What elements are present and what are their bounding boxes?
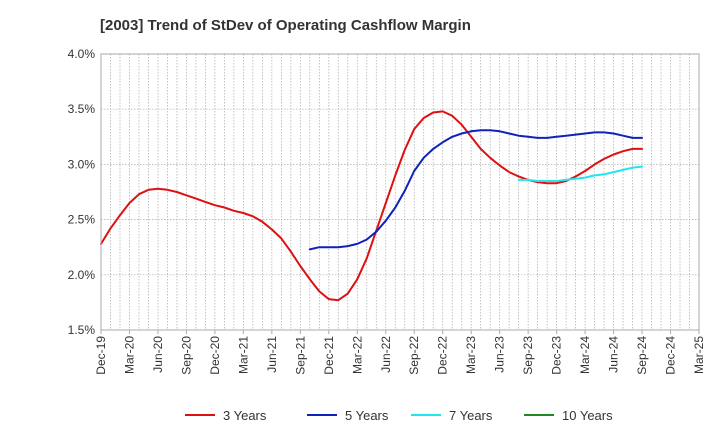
x-tick-label: Mar-25 xyxy=(692,336,706,374)
series-line-3-years xyxy=(100,110,643,302)
x-tick-label: Jun-23 xyxy=(493,336,507,373)
x-tick-label: Dec-22 xyxy=(436,336,450,375)
x-tick-label: Jun-22 xyxy=(379,336,393,373)
plot-lines xyxy=(100,110,643,302)
y-axis: 1.5% 2.0% 2.5% 3.0% 3.5% 4.0% xyxy=(68,47,96,337)
x-tick-label: Dec-21 xyxy=(322,336,336,375)
x-tick-label: Dec-24 xyxy=(664,336,678,375)
y-tick-label: 4.0% xyxy=(68,47,96,61)
x-tick-label: Dec-19 xyxy=(94,336,108,375)
legend: 3 Years 5 Years 7 Years 10 Years xyxy=(185,408,613,423)
x-tick-label: Sep-21 xyxy=(293,336,307,375)
y-tick-label: 3.5% xyxy=(68,102,96,116)
x-tick-label: Mar-20 xyxy=(122,336,136,374)
legend-label-5-years: 5 Years xyxy=(345,408,389,423)
x-tick-label: Jun-24 xyxy=(607,336,621,373)
x-tick-label: Mar-23 xyxy=(464,336,478,374)
x-tick-label: Mar-22 xyxy=(350,336,364,374)
y-tick-label: 1.5% xyxy=(68,323,96,337)
y-tick-label: 2.5% xyxy=(68,213,96,227)
y-tick-label: 3.0% xyxy=(68,157,96,171)
grid xyxy=(100,53,700,331)
series-line-7-years xyxy=(517,165,643,182)
x-tick-label: Jun-21 xyxy=(265,336,279,373)
y-tick-label: 2.0% xyxy=(68,268,96,282)
legend-label-10-years: 10 Years xyxy=(562,408,613,423)
x-axis: Dec-19 Mar-20 Jun-20 Sep-20 Dec-20 Mar-21 Jun-… xyxy=(94,330,706,375)
chart-title: [2003] Trend of StDev of Operating Cashf… xyxy=(100,17,471,34)
plot-frame xyxy=(100,53,700,331)
x-tick-label: Sep-20 xyxy=(179,336,193,375)
x-tick-label: Dec-23 xyxy=(550,336,564,375)
legend-label-3-years: 3 Years xyxy=(223,408,267,423)
x-tick-label: Jun-20 xyxy=(151,336,165,373)
x-tick-label: Sep-22 xyxy=(407,336,421,375)
series-line-5-years xyxy=(308,129,643,251)
x-tick-label: Sep-24 xyxy=(635,336,649,375)
legend-label-7-years: 7 Years xyxy=(449,408,493,423)
x-tick-label: Mar-24 xyxy=(578,336,592,374)
x-tick-label: Sep-23 xyxy=(521,336,535,375)
x-tick-label: Dec-20 xyxy=(208,336,222,375)
x-tick-label: Mar-21 xyxy=(236,336,250,374)
